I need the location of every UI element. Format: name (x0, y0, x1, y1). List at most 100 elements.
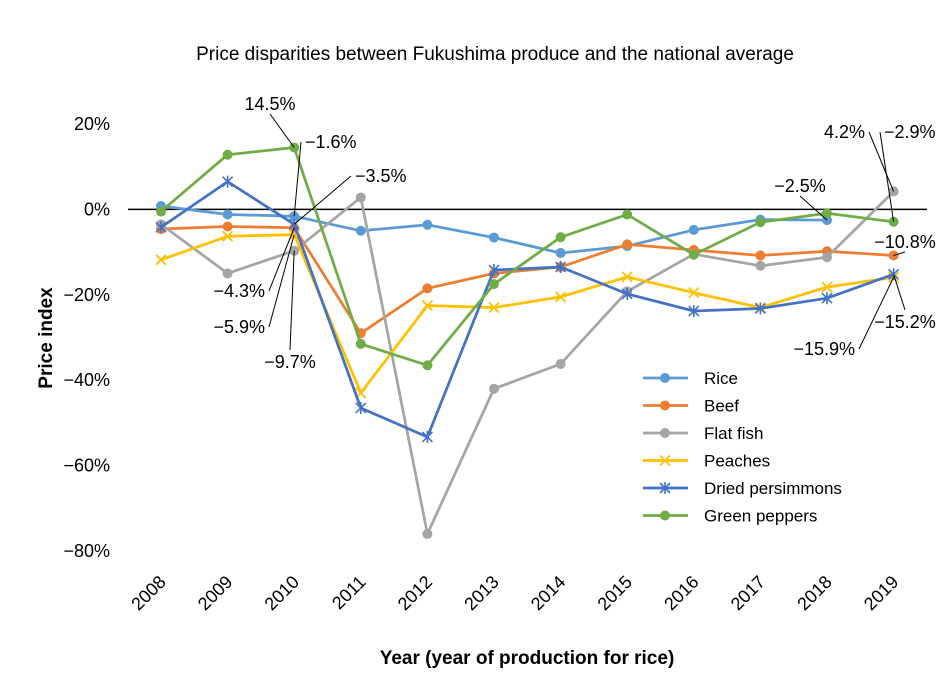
annotation-leader (893, 274, 906, 311)
data-point-dried-persimmons (821, 292, 833, 305)
annotation-label: 4.2% (824, 122, 865, 142)
series-line-dried-persimmons (160, 180, 895, 439)
data-point-flat-fish (755, 260, 766, 271)
legend-label: Rice (704, 369, 738, 388)
x-tick-label: 2016 (660, 572, 702, 614)
series-line-beef (160, 225, 894, 335)
y-tick-label: −40% (63, 370, 110, 390)
data-point-dried-persimmons (621, 287, 633, 300)
x-axis-ticks: 2008 2009 2010 2011 2012 2013 2014 2015 2016 2017… (127, 572, 902, 614)
data-point-green-peppers (622, 209, 633, 220)
data-point-rice (688, 224, 699, 235)
annotation-leader (268, 234, 295, 328)
data-point-dried-persimmons (355, 401, 367, 414)
data-point-green-peppers (355, 338, 366, 349)
annotation-leader (293, 141, 302, 217)
data-point-dried-persimmons (488, 264, 500, 277)
annotation-leader (893, 251, 906, 256)
data-point-dried-persimmons (421, 430, 433, 443)
legend-item-beef: Beef (643, 397, 739, 416)
annotation-label: −15.9% (793, 339, 855, 359)
legend-label: Flat fish (704, 424, 764, 443)
data-point-green-peppers (222, 149, 233, 160)
annotation-label: −3.5% (355, 166, 407, 186)
annotation-leader (289, 250, 295, 351)
data-point-peaches (488, 301, 500, 314)
legend-marker (660, 428, 670, 438)
data-point-green-peppers (822, 208, 832, 219)
chart-title: Price disparities between Fukushima prod… (196, 44, 794, 65)
data-point-green-peppers (156, 206, 166, 217)
annotation-label: −4.3% (213, 281, 265, 301)
series-line-peaches (160, 233, 894, 395)
x-tick-label: 2017 (727, 572, 769, 614)
annotation-label: 14.5% (244, 94, 295, 114)
data-point-beef (622, 239, 633, 250)
data-point-dried-persimmons (555, 261, 567, 274)
x-tick-label: 2012 (394, 572, 436, 614)
annotation-leader (858, 277, 895, 350)
data-point-peaches (621, 271, 633, 283)
data-point-rice (222, 209, 233, 220)
x-tick-label: 2010 (261, 572, 303, 614)
annotation-layer: 14.5% −1.6% −3.5% −4.3% −5.9% −9.7% 4.2% −2.9% −… (213, 94, 935, 372)
data-point-flat-fish (555, 358, 566, 369)
legend-item-peaches: Peaches (643, 452, 770, 471)
data-point-dried-persimmons (754, 302, 766, 315)
data-point-green-peppers (555, 232, 566, 243)
data-point-flat-fish (822, 252, 832, 263)
x-tick-label: 2013 (460, 572, 502, 614)
y-axis-ticks: 20% 0% −20% −40% −60% −80% (63, 114, 110, 561)
x-tick-label: 2011 (328, 572, 370, 614)
annotation-label: −1.6% (305, 132, 357, 152)
data-point-beef (422, 283, 433, 294)
legend: Rice Beef Flat fish Peaches Dried persimmons… (643, 369, 842, 526)
x-tick-label: 2015 (594, 572, 636, 614)
data-point-rice (489, 232, 499, 243)
data-point-flat-fish (355, 192, 366, 203)
annotation-leader (879, 131, 895, 222)
y-tick-label: −80% (63, 541, 110, 561)
legend-item-flat-fish: Flat fish (643, 424, 764, 443)
legend-label: Peaches (704, 452, 770, 471)
x-axis-title: Year (year of production for rice) (380, 648, 675, 669)
data-point-rice (555, 247, 566, 258)
x-tick-label: 2008 (127, 572, 169, 614)
data-point-flat-fish (422, 528, 433, 539)
data-point-green-peppers (688, 249, 699, 260)
annotation-leader (269, 113, 295, 148)
annotation-label: −10.8% (874, 232, 936, 252)
y-tick-label: −20% (63, 285, 110, 305)
series-green-peppers (156, 142, 899, 371)
data-point-rice (355, 225, 366, 236)
data-point-beef (755, 250, 766, 261)
legend-marker (659, 454, 671, 467)
series-line-rice (160, 204, 828, 255)
y-tick-label: −60% (63, 456, 110, 476)
y-tick-label: 0% (84, 199, 110, 219)
data-point-flat-fish (222, 268, 233, 279)
legend-label: Beef (704, 397, 739, 416)
annotation-label: −15.2% (874, 312, 936, 332)
legend-item-green-peppers: Green peppers (643, 507, 817, 526)
legend-marker (660, 400, 670, 411)
y-tick-label: 20% (74, 114, 110, 134)
annotation-leader (868, 131, 895, 192)
data-point-peaches (221, 230, 234, 242)
data-point-flat-fish (489, 383, 499, 394)
x-tick-label: 2018 (793, 572, 835, 614)
data-point-beef (222, 221, 233, 232)
annotation-label: −9.7% (264, 352, 316, 372)
x-tick-label: 2019 (860, 572, 902, 614)
x-tick-label: 2014 (527, 572, 569, 614)
legend-marker (660, 510, 670, 521)
data-point-peaches (688, 287, 700, 299)
annotation-label: −2.9% (884, 122, 936, 142)
y-axis-title: Price index (36, 287, 57, 389)
legend-item-dried-persimmons: Dried persimmons (643, 479, 842, 498)
annotation-leader (268, 227, 295, 292)
data-point-rice (422, 219, 433, 230)
data-point-peaches (821, 281, 833, 293)
